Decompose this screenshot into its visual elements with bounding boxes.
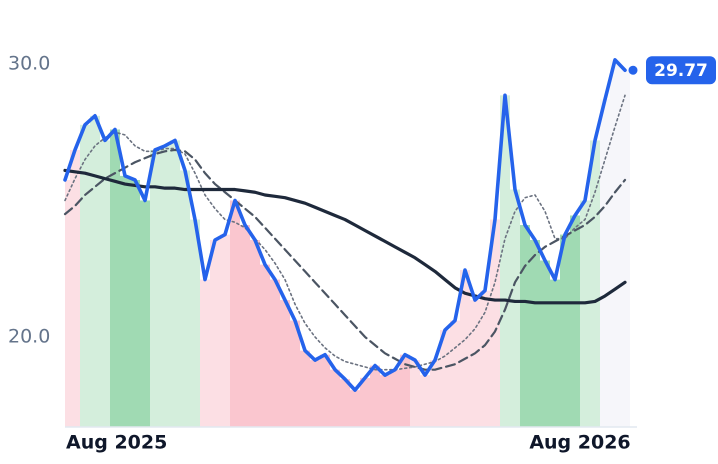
regime-band [490,219,500,427]
regime-band [540,260,550,427]
regime-band [260,264,270,427]
x-tick-label: Aug 2026 [529,432,630,454]
regime-band [65,179,70,427]
regime-band [210,240,220,427]
regime-band [350,390,360,427]
regime-band [420,375,430,427]
regime-band [310,360,320,427]
regime-band [410,360,420,427]
series-line [63,168,627,305]
regime-band [130,179,140,427]
regime-band [90,115,100,427]
regime-band [370,365,380,427]
regime-band [460,270,470,427]
regime-band [110,129,120,427]
regime-band [470,300,480,427]
regime-band [390,369,400,427]
regime-band [360,377,370,427]
regime-band [620,70,630,427]
regime-band [440,330,450,427]
regime-band [430,360,440,427]
regime-band [570,215,580,427]
regime-band [170,140,180,428]
regime-band [180,170,190,427]
regime-band [290,320,300,427]
regime-band [220,234,230,427]
regime-band [600,99,610,427]
regime-band [590,140,600,428]
regime-band [100,140,110,428]
regime-band [550,279,560,427]
regime-band [70,149,80,428]
regime-band [140,200,150,427]
regime-band [520,225,530,427]
regime-band [320,354,330,427]
regime-band [190,219,200,427]
last-value-badge [646,56,716,85]
regime-band [330,369,340,427]
regime-band [120,175,130,427]
series-line [63,148,627,371]
regime-band [240,225,250,427]
regime-band [200,279,210,427]
regime-band [340,379,350,427]
regime-band [560,234,570,427]
regime-band [270,279,280,427]
regime-band [450,320,460,427]
regime-band [500,95,510,428]
regime-band [150,149,160,428]
regime-band [480,290,490,427]
regime-bands [65,59,630,428]
regime-band [250,240,260,427]
y-tick-label: 20.0 [8,325,50,347]
regime-band [400,354,410,427]
series-line [63,58,627,392]
last-value-label: 29.77 [654,61,708,81]
regime-band [160,145,170,427]
regime-band [530,240,540,427]
regime-band [580,200,590,427]
regime-band [300,350,310,427]
regime-band [230,200,240,427]
regime-band [610,59,620,428]
regime-band [280,300,290,427]
y-tick-label: 30.0 [8,52,50,74]
regime-band [80,124,90,427]
x-tick-label: Aug 2025 [66,432,167,454]
last-value-dot [628,65,638,75]
regime-band [380,375,390,427]
regime-band [510,189,520,427]
